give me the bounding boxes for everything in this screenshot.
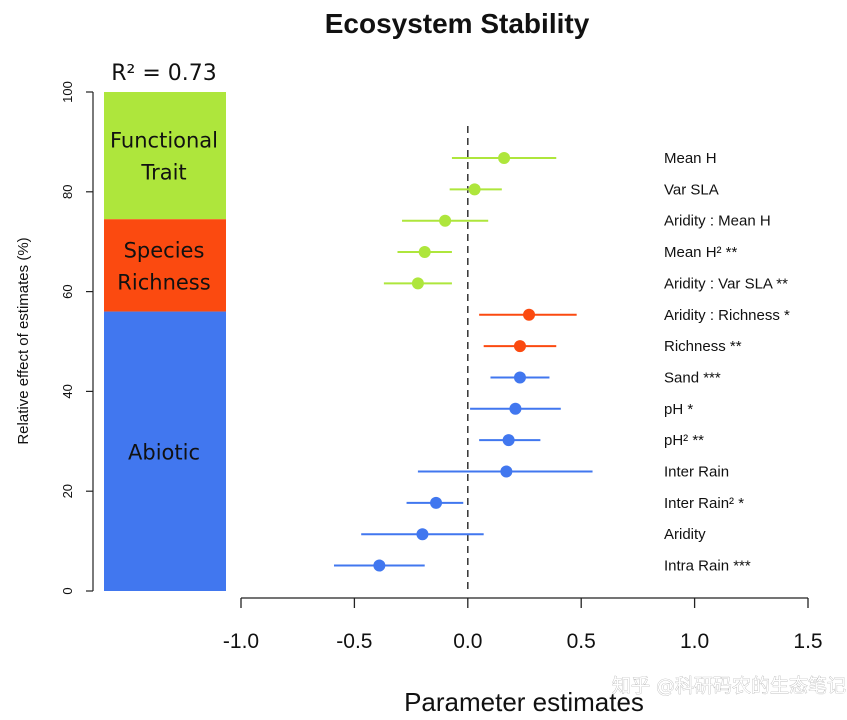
term-label: Sand *** (664, 369, 721, 386)
term-label: Aridity : Var SLA ** (664, 275, 788, 292)
x-tick-label: 1.0 (680, 630, 709, 653)
estimate-point (468, 183, 481, 196)
estimate-point (439, 214, 452, 227)
term-label: Inter Rain (664, 464, 729, 481)
variable-group-bars: Functional Trait Species Richness Abiotic (104, 92, 226, 591)
estimate-point (502, 434, 515, 447)
term-labels: Mean H Var SLA Aridity : Mean H Mean H² ** A… (664, 150, 790, 575)
y-tick-label: 80 (60, 185, 75, 199)
term-label: Inter Rain² * (664, 495, 744, 512)
term-label: Mean H² ** (664, 244, 738, 261)
watermark-text: 知乎 @科研码农的生态笔记 (612, 675, 846, 697)
estimate-point (430, 496, 443, 509)
group-bar-1 (104, 219, 226, 312)
y-tick-label: 20 (60, 484, 75, 498)
x-tick-label: 1.5 (793, 630, 822, 653)
estimate-point (513, 371, 526, 384)
estimate-point (509, 402, 522, 415)
term-label: Richness ** (664, 338, 742, 355)
group-label-line: Richness (117, 270, 210, 294)
estimate-point (373, 559, 386, 572)
term-label: Aridity : Mean H (664, 213, 771, 230)
estimate-point (411, 277, 424, 290)
group-label-line: Species (124, 238, 205, 262)
term-label: Var SLA (664, 181, 719, 198)
term-label: Aridity (664, 526, 706, 543)
estimate-point (418, 246, 431, 259)
term-label: pH * (664, 401, 693, 418)
term-label: Aridity : Richness * (664, 307, 790, 324)
x-tick-label: -0.5 (336, 630, 372, 653)
term-label: pH² ** (664, 432, 704, 449)
y-tick-label: 100 (60, 81, 75, 103)
estimate-point (416, 528, 429, 541)
group-bar-2 (104, 311, 226, 591)
group-label-line: Functional (110, 129, 218, 153)
x-tick-label: -1.0 (223, 630, 259, 653)
term-label: Intra Rain *** (664, 558, 751, 575)
y-tick-label: 40 (60, 384, 75, 398)
y-tick-label: 60 (60, 284, 75, 298)
x-tick-label: 0.0 (453, 630, 482, 653)
y-axis-label: Relative effect of estimates (%) (15, 237, 32, 444)
estimate-point (500, 465, 513, 478)
group-label-line: Trait (140, 161, 186, 185)
term-label: Mean H (664, 150, 717, 167)
chart-title: Ecosystem Stability (325, 8, 590, 39)
x-axis-label: Parameter estimates (404, 687, 644, 717)
estimate-point (498, 152, 511, 164)
r-squared-annotation: R² = 0.73 (111, 61, 217, 86)
group-bar-0 (104, 92, 226, 220)
x-axis: -1.0 -0.5 0.0 0.5 1.0 1.5 (223, 597, 823, 653)
y-tick-label: 0 (60, 587, 75, 594)
estimate-points (333, 152, 593, 572)
estimate-point (513, 340, 526, 353)
group-label-line: Abiotic (128, 440, 200, 464)
estimate-point (523, 308, 536, 321)
x-tick-label: 0.5 (567, 630, 596, 653)
y-axis: 0 20 40 60 80 100 (60, 81, 94, 595)
